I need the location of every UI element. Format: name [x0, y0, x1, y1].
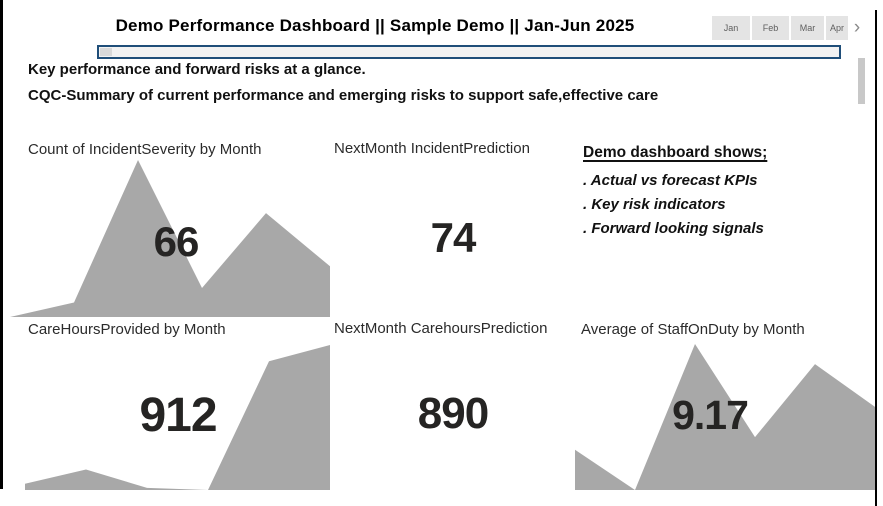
sparkline-staff-on-duty[interactable] [575, 344, 875, 490]
right-edge-line [875, 10, 877, 506]
notes-bullet-3: . Forward looking signals [583, 220, 764, 237]
card-title-staff-on-duty: Average of StaffOnDuty by Month [581, 321, 805, 338]
month-button-jan[interactable]: Jan [712, 16, 750, 40]
month-button-apr[interactable]: Apr [826, 16, 848, 40]
intro-line-2: CQC-Summary of current performance and e… [28, 87, 659, 104]
kpi-value-care-hours[interactable]: 912 [139, 389, 217, 442]
horizontal-scrollbar-thumb[interactable] [100, 48, 112, 56]
kpi-value-incident-severity[interactable]: 66 [153, 218, 200, 265]
left-edge-line [0, 0, 3, 489]
card-title-care-hours: CareHoursProvided by Month [28, 321, 226, 338]
notes-bullet-1: . Actual vs forecast KPIs [583, 172, 758, 189]
horizontal-scrollbar[interactable] [97, 45, 841, 59]
kpi-value-incident-prediction[interactable]: 74 [430, 214, 477, 261]
notes-heading: Demo dashboard shows; [583, 144, 768, 161]
month-button-feb[interactable]: Feb [752, 16, 789, 40]
page-title: Demo Performance Dashboard || Sample Dem… [115, 16, 635, 35]
card-title-incident-severity: Count of IncidentSeverity by Month [28, 141, 262, 158]
sparkline-care-hours[interactable] [25, 345, 330, 490]
vertical-scrollbar-thumb[interactable] [858, 58, 865, 104]
kpi-value-staff-on-duty[interactable]: 9.17 [672, 392, 749, 438]
kpi-value-carehours-prediction[interactable]: 890 [417, 389, 489, 438]
notes-bullet-2: . Key risk indicators [583, 196, 726, 213]
chevron-right-icon[interactable]: › [848, 17, 866, 39]
month-slicer: Jan Feb Mar Apr [712, 16, 848, 40]
month-button-mar[interactable]: Mar [791, 16, 824, 40]
intro-line-1: Key performance and forward risks at a g… [28, 61, 366, 78]
card-title-carehours-prediction: NextMonth CarehoursPrediction [334, 320, 548, 337]
sparkline-incident-severity[interactable] [10, 160, 330, 317]
card-title-incident-prediction: NextMonth IncidentPrediction [334, 140, 530, 157]
notes-block: Demo dashboard shows; . Actual vs foreca… [583, 144, 873, 244]
